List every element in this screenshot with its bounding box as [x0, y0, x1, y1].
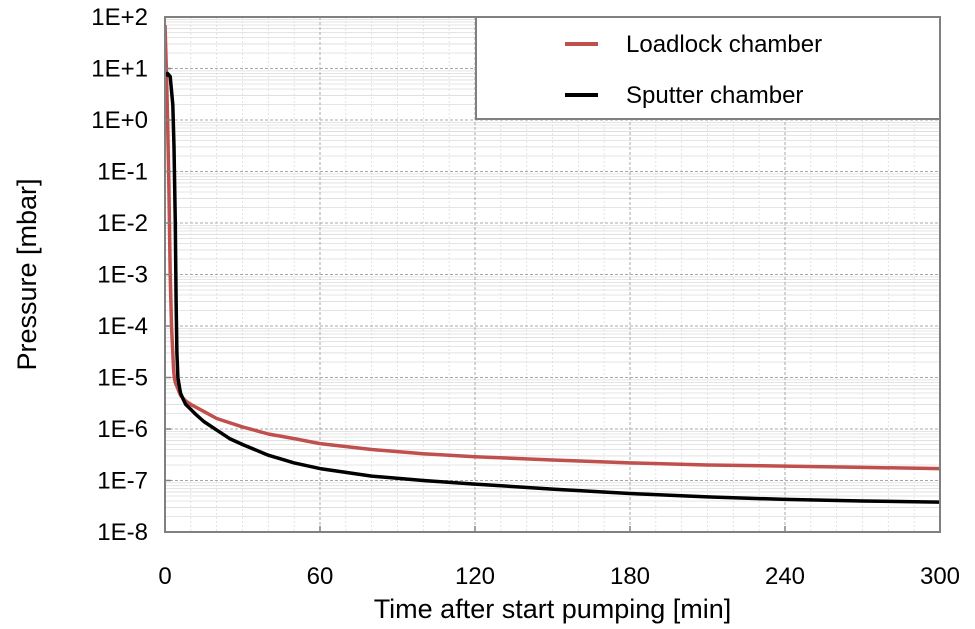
series-line-sputter — [165, 71, 940, 504]
x-tick-label: 120 — [455, 563, 495, 590]
y-tick-label: 1E+0 — [91, 107, 148, 134]
x-axis-ticks: 0 60 120 180 240 300 — [158, 526, 960, 590]
y-tick-label: 1E-5 — [97, 365, 148, 392]
y-tick-label: 1E-3 — [97, 262, 148, 289]
x-tick-label: 300 — [920, 563, 960, 590]
y-tick-label: 1E-4 — [97, 313, 148, 340]
y-tick-label: 1E-2 — [97, 210, 148, 237]
y-tick-label: 1E+2 — [91, 4, 148, 31]
legend-label-sputter: Sputter chamber — [626, 82, 803, 109]
y-tick-label: 1E-8 — [97, 519, 148, 546]
y-tick-label: 1E-1 — [97, 159, 148, 186]
x-tick-label: 0 — [158, 563, 171, 590]
y-axis-title: Pressure [mbar] — [12, 178, 42, 370]
series-line-loadlock — [165, 24, 940, 471]
y-tick-label: 1E-6 — [97, 416, 148, 443]
y-axis-ticks: 1E+2 1E+1 1E+0 1E-1 1E-2 1E-3 1E-4 1E-5 1E-6 1E-7… — [91, 4, 171, 546]
y-tick-label: 1E+1 — [91, 56, 148, 83]
series-lines — [165, 24, 940, 504]
legend: Loadlock chamber Sputter chamber — [475, 16, 941, 120]
x-tick-label: 240 — [765, 563, 805, 590]
x-tick-label: 180 — [610, 563, 650, 590]
legend-box — [475, 16, 941, 120]
legend-label-loadlock: Loadlock chamber — [626, 31, 822, 58]
x-tick-label: 60 — [307, 563, 334, 590]
x-axis-title: Time after start pumping [min] — [374, 594, 732, 624]
y-tick-label: 1E-7 — [97, 468, 148, 495]
